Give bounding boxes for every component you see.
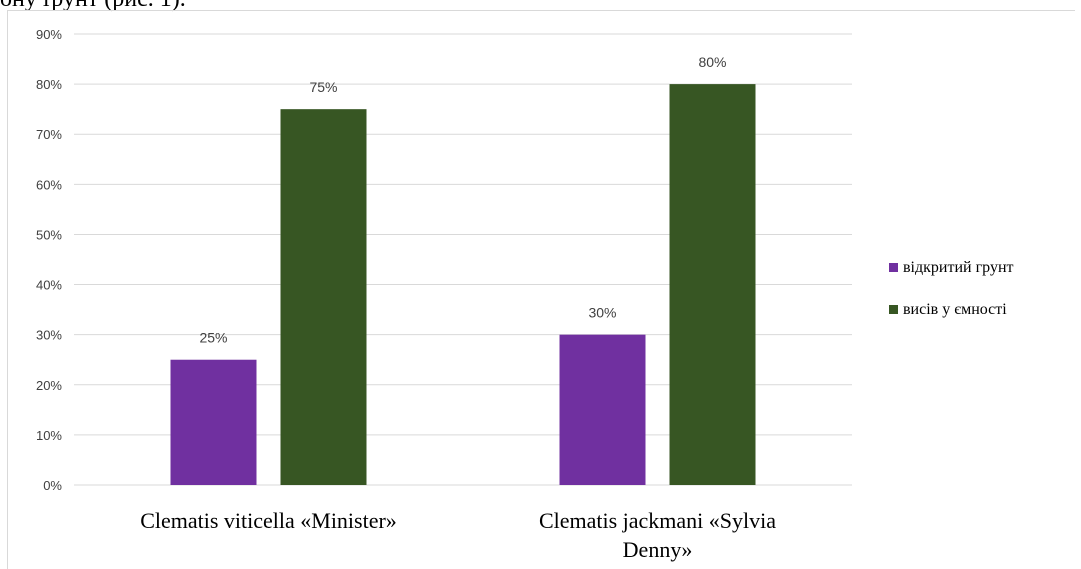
y-tick-label: 90% xyxy=(36,27,62,42)
legend-swatch-2 xyxy=(889,305,898,314)
category-label-line: Denny» xyxy=(623,537,693,562)
bar-containers-2 xyxy=(669,84,756,485)
data-label: 30% xyxy=(588,305,616,321)
y-tick-label: 20% xyxy=(36,378,62,393)
cropped-header-text: ону ґрунт (рис. 1). xyxy=(0,0,186,13)
legend-swatch-1 xyxy=(889,263,898,272)
y-tick-label: 30% xyxy=(36,328,62,343)
bar-containers-1 xyxy=(280,109,367,486)
y-tick-label: 50% xyxy=(36,227,62,242)
data-label: 75% xyxy=(309,79,337,95)
bars xyxy=(170,84,756,486)
y-tick-label: 40% xyxy=(36,278,62,293)
chart-frame xyxy=(7,10,1075,569)
category-label-line: Clematis jackmani «Sylvia xyxy=(539,508,776,533)
y-tick-label: 0% xyxy=(43,478,62,493)
y-tick-label: 80% xyxy=(36,77,62,92)
y-tick-label: 60% xyxy=(36,177,62,192)
data-label: 25% xyxy=(199,330,227,346)
data-labels: 25% 75% 30% 80% xyxy=(199,54,726,346)
bar-open-ground-2 xyxy=(559,334,646,485)
legend-label-1: відкритий грунт xyxy=(903,259,1014,276)
category-label: Clematis viticella «Minister» xyxy=(140,508,397,533)
data-label: 80% xyxy=(698,54,726,70)
legend-label-2: висів у ємності xyxy=(903,301,1007,318)
category-labels: Clematis viticella «Minister» Clematis ja… xyxy=(140,508,776,562)
legend: відкритий грунт висів у ємності xyxy=(889,259,1014,318)
y-tick-label: 10% xyxy=(36,428,62,443)
category-label-line: Clematis viticella «Minister» xyxy=(140,508,397,533)
category-label: Clematis jackmani «Sylvia Denny» xyxy=(539,508,776,562)
y-axis-ticks: 0% 10% 20% 30% 40% 50% 60% 70% 80% 90% xyxy=(36,27,62,493)
bar-open-ground-1 xyxy=(170,359,257,485)
y-tick-label: 70% xyxy=(36,127,62,142)
